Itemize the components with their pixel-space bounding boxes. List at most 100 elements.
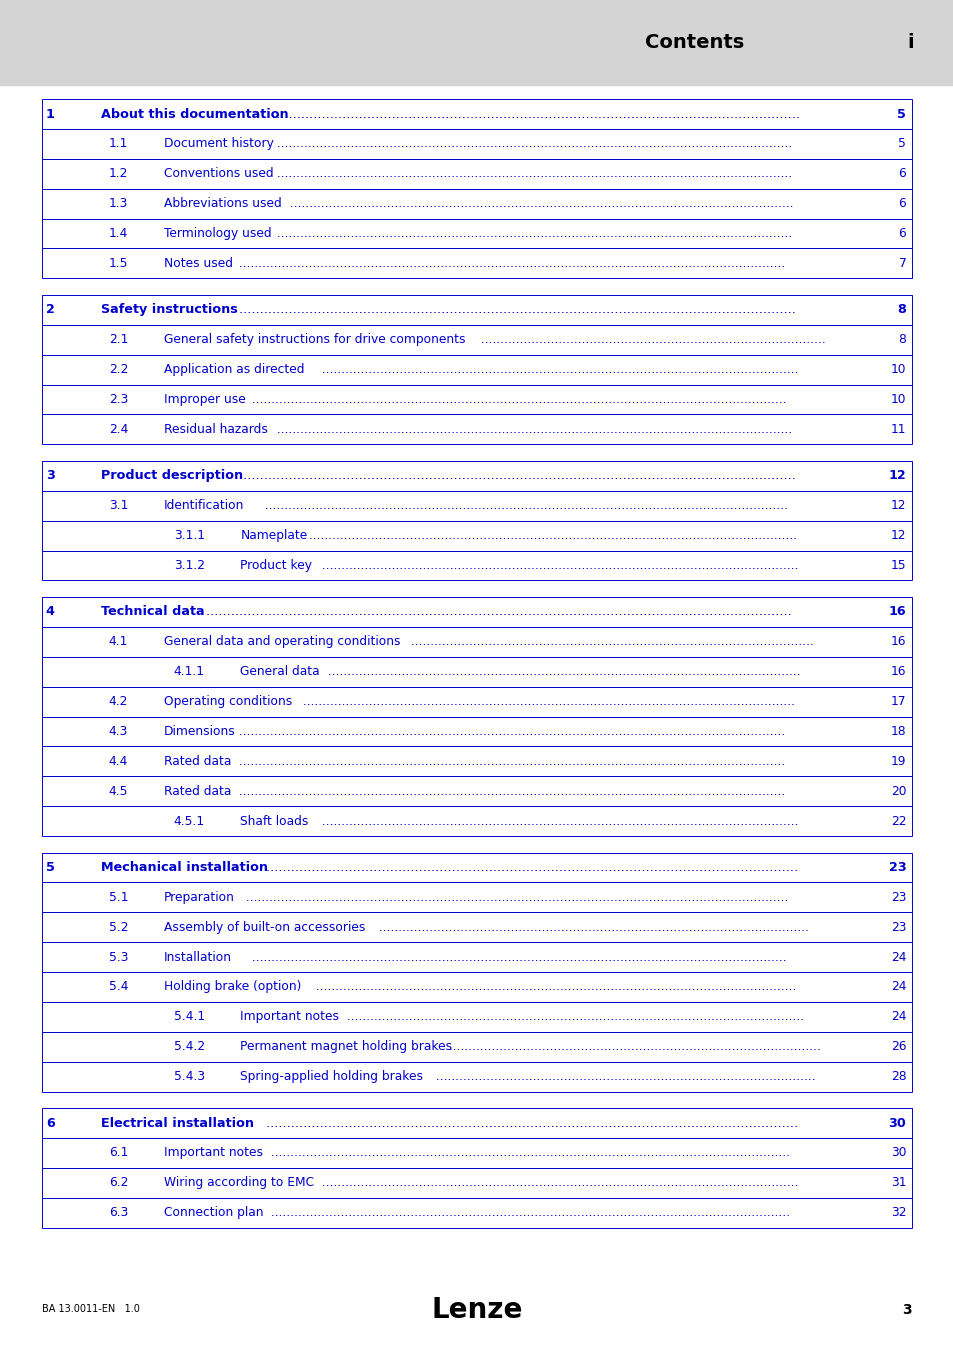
Text: General safety instructions for drive components: General safety instructions for drive co… — [164, 333, 465, 346]
Text: Document history: Document history — [164, 138, 274, 150]
Bar — [42, 1002, 911, 1031]
Text: Installation: Installation — [164, 950, 232, 964]
Bar — [42, 491, 911, 521]
Text: ................................................................................: ........................................… — [476, 333, 824, 346]
Text: Important notes: Important notes — [164, 1146, 263, 1160]
Text: 8: 8 — [898, 333, 905, 346]
Text: Important notes: Important notes — [240, 1010, 339, 1023]
Text: 6: 6 — [898, 227, 905, 240]
Text: 5.2: 5.2 — [109, 921, 128, 934]
Text: Application as directed: Application as directed — [164, 363, 304, 377]
Text: ................................................................................: ........................................… — [317, 363, 798, 377]
Text: ................................................................................: ........................................… — [261, 861, 797, 873]
Text: 15: 15 — [890, 559, 905, 572]
Text: Lenze: Lenze — [431, 1296, 522, 1323]
Bar — [42, 597, 911, 626]
Text: Technical data: Technical data — [101, 606, 205, 618]
Text: 2: 2 — [46, 304, 54, 316]
Text: i: i — [907, 32, 913, 53]
Text: 4.1: 4.1 — [109, 636, 128, 648]
Bar — [42, 325, 911, 355]
Text: Terminology used: Terminology used — [164, 227, 272, 240]
Text: General data and operating conditions: General data and operating conditions — [164, 636, 400, 648]
Bar — [42, 385, 911, 414]
Text: ................................................................................: ........................................… — [317, 559, 798, 572]
Text: 6: 6 — [46, 1116, 54, 1130]
Text: Spring-applied holding brakes: Spring-applied holding brakes — [240, 1071, 423, 1083]
Text: Permanent magnet holding brakes: Permanent magnet holding brakes — [240, 1041, 452, 1053]
Text: About this documentation: About this documentation — [101, 108, 289, 120]
Text: ................................................................................: ........................................… — [317, 814, 798, 828]
Text: 30: 30 — [887, 1116, 905, 1130]
Bar — [42, 913, 911, 942]
Text: 12: 12 — [887, 470, 905, 482]
Text: 26: 26 — [890, 1041, 905, 1053]
Text: 2.3: 2.3 — [109, 393, 128, 406]
Bar — [42, 687, 911, 717]
Bar — [42, 942, 911, 972]
Text: ................................................................................: ........................................… — [445, 1041, 821, 1053]
Text: 24: 24 — [890, 950, 905, 964]
Text: 6.1: 6.1 — [109, 1146, 128, 1160]
Text: 11: 11 — [890, 423, 905, 436]
Text: 3.1.2: 3.1.2 — [173, 559, 204, 572]
Text: ................................................................................: ........................................… — [312, 980, 795, 994]
Text: 16: 16 — [888, 606, 905, 618]
Text: 2.4: 2.4 — [109, 423, 128, 436]
Bar — [42, 883, 911, 913]
Text: ................................................................................: ........................................… — [260, 500, 787, 512]
Text: Rated data: Rated data — [164, 755, 232, 768]
Text: 3.1.1: 3.1.1 — [173, 529, 204, 543]
Text: 2.2: 2.2 — [109, 363, 128, 377]
Text: 5.3: 5.3 — [109, 950, 128, 964]
Bar — [42, 189, 911, 219]
Bar — [42, 99, 911, 130]
Text: 20: 20 — [890, 784, 905, 798]
Text: ................................................................................: ........................................… — [406, 636, 813, 648]
Text: 22: 22 — [890, 814, 905, 828]
Text: Rated data: Rated data — [164, 784, 232, 798]
Text: 7: 7 — [898, 256, 905, 270]
Bar — [42, 414, 911, 444]
Text: ................................................................................: ........................................… — [305, 529, 797, 543]
Text: 10: 10 — [890, 393, 905, 406]
Bar — [42, 972, 911, 1002]
Text: 4.3: 4.3 — [109, 725, 128, 738]
Text: 5.4: 5.4 — [109, 980, 128, 994]
Text: 4.5.1: 4.5.1 — [173, 814, 205, 828]
Text: Contents: Contents — [644, 32, 743, 53]
Bar — [42, 1197, 911, 1227]
Text: 5: 5 — [898, 138, 905, 150]
Text: Mechanical installation: Mechanical installation — [101, 861, 268, 873]
Text: 6: 6 — [898, 197, 905, 211]
Bar — [42, 1108, 911, 1138]
Bar — [42, 355, 911, 385]
Text: 1.1: 1.1 — [109, 138, 128, 150]
Text: ................................................................................: ........................................… — [432, 1071, 815, 1083]
Bar — [42, 806, 911, 836]
Text: Connection plan: Connection plan — [164, 1206, 263, 1219]
Text: 18: 18 — [890, 725, 905, 738]
Text: ................................................................................: ........................................… — [248, 950, 786, 964]
Text: 23: 23 — [887, 861, 905, 873]
Text: 5: 5 — [46, 861, 54, 873]
Text: Preparation: Preparation — [164, 891, 234, 904]
Text: 3: 3 — [46, 470, 54, 482]
Text: Safety instructions: Safety instructions — [101, 304, 237, 316]
Text: 3.1: 3.1 — [109, 500, 128, 512]
Text: ................................................................................: ........................................… — [235, 755, 784, 768]
Text: Holding brake (option): Holding brake (option) — [164, 980, 301, 994]
Text: 6.2: 6.2 — [109, 1176, 128, 1189]
Text: 1.2: 1.2 — [109, 167, 128, 181]
Text: ................................................................................: ........................................… — [268, 108, 800, 120]
Text: ................................................................................: ........................................… — [248, 393, 786, 406]
Text: ................................................................................: ........................................… — [317, 1176, 798, 1189]
Text: ................................................................................: ........................................… — [235, 256, 784, 270]
Bar — [42, 460, 911, 491]
Text: ................................................................................: ........................................… — [267, 1206, 789, 1219]
Text: Conventions used: Conventions used — [164, 167, 274, 181]
Text: Electrical installation: Electrical installation — [101, 1116, 253, 1130]
Text: 24: 24 — [890, 980, 905, 994]
Text: ................................................................................: ........................................… — [235, 725, 784, 738]
Text: 8: 8 — [897, 304, 905, 316]
